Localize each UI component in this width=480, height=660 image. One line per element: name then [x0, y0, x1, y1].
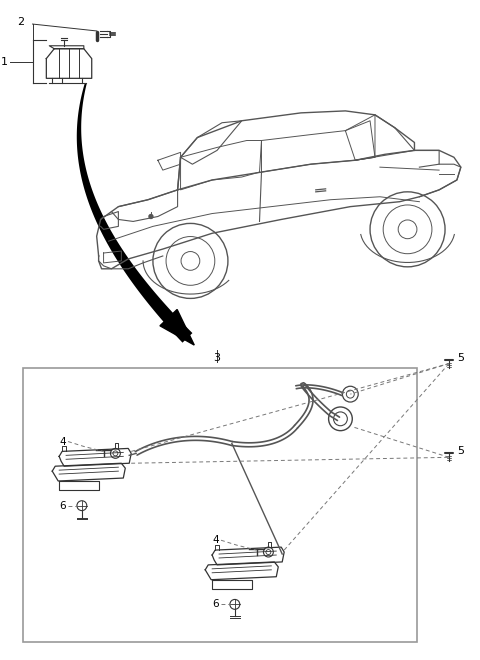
Text: 1: 1: [1, 57, 8, 67]
Text: 3: 3: [214, 352, 221, 362]
Text: 6: 6: [60, 501, 66, 511]
Polygon shape: [77, 83, 192, 343]
Text: 6: 6: [213, 599, 219, 609]
Text: 5: 5: [457, 446, 464, 457]
Text: 4: 4: [213, 535, 219, 545]
Polygon shape: [160, 310, 194, 345]
Text: 4: 4: [60, 436, 66, 447]
Circle shape: [149, 214, 153, 218]
Text: 5: 5: [457, 352, 464, 362]
Text: 2: 2: [17, 17, 24, 27]
Bar: [23, 368, 418, 642]
